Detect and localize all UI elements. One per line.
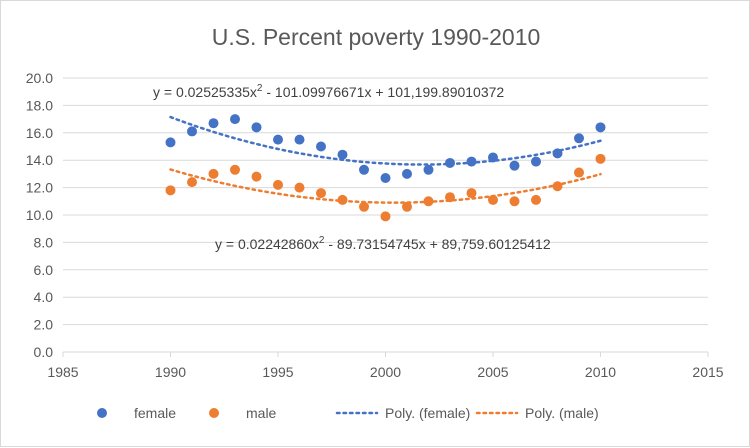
female-point <box>273 134 283 145</box>
x-tick-label: 2015 <box>692 364 723 380</box>
female-point <box>380 173 391 184</box>
axes: 0.0 2.0 4.0 6.0 8.0 10.0 12.0 14.0 16.0 18.0 20.0 1… <box>26 70 724 380</box>
legend: female male Poly. (female) Poly. (male) <box>97 405 599 421</box>
male-point <box>337 194 348 205</box>
female-point <box>208 118 219 129</box>
male-point <box>595 153 606 164</box>
female-point <box>466 156 477 167</box>
male-point <box>230 164 240 175</box>
female-point <box>294 134 305 145</box>
y-tick-label: 14.0 <box>26 152 53 168</box>
male-point <box>423 196 434 207</box>
male-point <box>251 171 262 182</box>
male-point <box>208 168 219 179</box>
male-point <box>273 179 283 190</box>
x-tick-label: 2000 <box>370 364 401 380</box>
y-tick-label: 16.0 <box>26 125 53 141</box>
trendlines <box>169 115 602 204</box>
female-trendline <box>169 115 602 166</box>
x-tick-label: 2005 <box>477 364 508 380</box>
male-point <box>466 188 477 199</box>
data-points <box>165 114 606 222</box>
female-point <box>445 157 455 168</box>
female-point <box>187 126 197 137</box>
female-legend-marker <box>97 408 107 418</box>
female-point <box>359 164 369 175</box>
female-point <box>423 164 434 175</box>
female-point <box>316 141 326 152</box>
y-tick-label: 6.0 <box>34 262 54 278</box>
male-point <box>316 188 326 199</box>
male-point <box>359 201 369 212</box>
male-legend-marker <box>209 408 219 418</box>
y-tick-label: 4.0 <box>34 289 54 305</box>
female-point <box>574 133 584 144</box>
male-point <box>294 182 305 193</box>
y-tick-label: 0.0 <box>34 344 54 360</box>
male-point <box>531 194 541 205</box>
legend-label: female <box>134 405 176 421</box>
female-point <box>230 114 240 125</box>
male-point <box>488 194 498 205</box>
y-tick-label: 12.0 <box>26 180 53 196</box>
chart-title: U.S. Percent poverty 1990-2010 <box>212 24 541 50</box>
female-trend-equation: y = 0.02525335x2 - 101.09976671x + 101,1… <box>153 83 504 100</box>
male-point <box>380 211 391 222</box>
female-point <box>552 148 563 159</box>
female-point <box>488 152 498 163</box>
y-tick-label: 8.0 <box>34 234 54 250</box>
legend-label: male <box>246 405 277 421</box>
x-tick-label: 1985 <box>47 364 78 380</box>
female-point <box>531 156 541 167</box>
y-tick-label: 2.0 <box>34 317 54 333</box>
male-trend-equation: y = 0.02242860x2 - 89.73154745x + 89,759… <box>215 235 551 252</box>
legend-label: Poly. (male) <box>525 405 599 421</box>
legend-label: Poly. (female) <box>385 405 470 421</box>
female-point <box>509 160 520 171</box>
x-tick-label: 2010 <box>585 364 616 380</box>
female-point <box>337 149 348 160</box>
female-point <box>251 122 262 133</box>
y-tick-label: 10.0 <box>26 207 53 223</box>
y-tick-label: 18.0 <box>26 97 53 113</box>
male-point <box>187 177 197 188</box>
male-point <box>165 185 176 196</box>
female-point <box>595 122 606 133</box>
male-point <box>509 196 520 207</box>
female-point <box>402 168 412 179</box>
x-tick-label: 1990 <box>155 364 186 380</box>
male-trendline <box>169 168 602 204</box>
male-point <box>552 181 563 192</box>
female-point <box>165 137 176 148</box>
male-point <box>445 192 455 203</box>
x-tick-label: 1995 <box>262 364 293 380</box>
male-point <box>402 201 412 212</box>
y-tick-label: 20.0 <box>26 70 53 86</box>
male-point <box>574 167 584 178</box>
